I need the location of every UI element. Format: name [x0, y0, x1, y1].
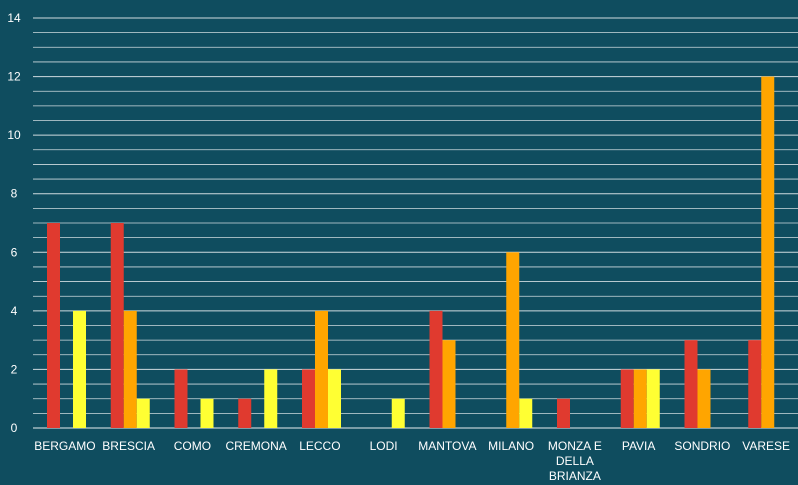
bar	[264, 369, 278, 428]
bar	[123, 310, 137, 428]
x-category-label: BRESCIA	[102, 439, 155, 453]
y-tick-label: 6	[11, 245, 18, 259]
y-tick-label: 8	[11, 187, 18, 201]
x-category-label: PAVIA	[622, 439, 656, 453]
y-tick-label: 4	[11, 304, 18, 318]
y-tick-label: 0	[11, 421, 18, 435]
x-category-label: MANTOVA	[418, 439, 476, 453]
y-tick-label: 2	[11, 362, 18, 376]
x-category-label: COMO	[174, 439, 211, 453]
y-tick-label: 14	[7, 11, 21, 25]
bar	[110, 223, 124, 428]
bar	[442, 340, 456, 428]
y-tick-label: 12	[7, 70, 21, 84]
bar	[506, 252, 520, 428]
bar	[315, 310, 328, 428]
x-category-label: SONDRIO	[674, 439, 730, 453]
x-category-label: MONZA E DELLA BRIANZA	[548, 439, 602, 483]
bar	[200, 398, 214, 428]
gridlines	[33, 17, 798, 429]
bar	[328, 369, 341, 428]
x-category-label: LODI	[370, 439, 398, 453]
x-category-label: CREMONA	[225, 439, 286, 453]
bars	[47, 76, 775, 429]
bar	[557, 398, 570, 428]
bar	[238, 398, 252, 428]
bar	[429, 310, 443, 428]
bar	[684, 340, 698, 428]
x-category-label: MILANO	[488, 439, 534, 453]
x-axis-labels: BERGAMO BRESCIA COMO CREMONA LECCO LODI MANTOV…	[34, 439, 790, 483]
x-category-label: BERGAMO	[34, 439, 95, 453]
y-axis-ticks: 0 2 4 6 8 10 12 14	[7, 11, 21, 435]
bar	[620, 369, 634, 428]
bar	[73, 310, 86, 428]
bar	[646, 369, 660, 428]
bar	[47, 223, 60, 428]
bar	[174, 369, 188, 428]
x-category-label: LECCO	[299, 439, 340, 453]
y-tick-label: 10	[7, 128, 21, 142]
bar	[761, 76, 775, 429]
bar	[697, 369, 711, 428]
bar	[136, 398, 150, 428]
x-category-label: VARESE	[742, 439, 790, 453]
bar	[302, 369, 315, 428]
bar	[391, 398, 405, 428]
bar	[519, 398, 533, 428]
bar	[633, 369, 647, 428]
bar	[748, 340, 762, 428]
